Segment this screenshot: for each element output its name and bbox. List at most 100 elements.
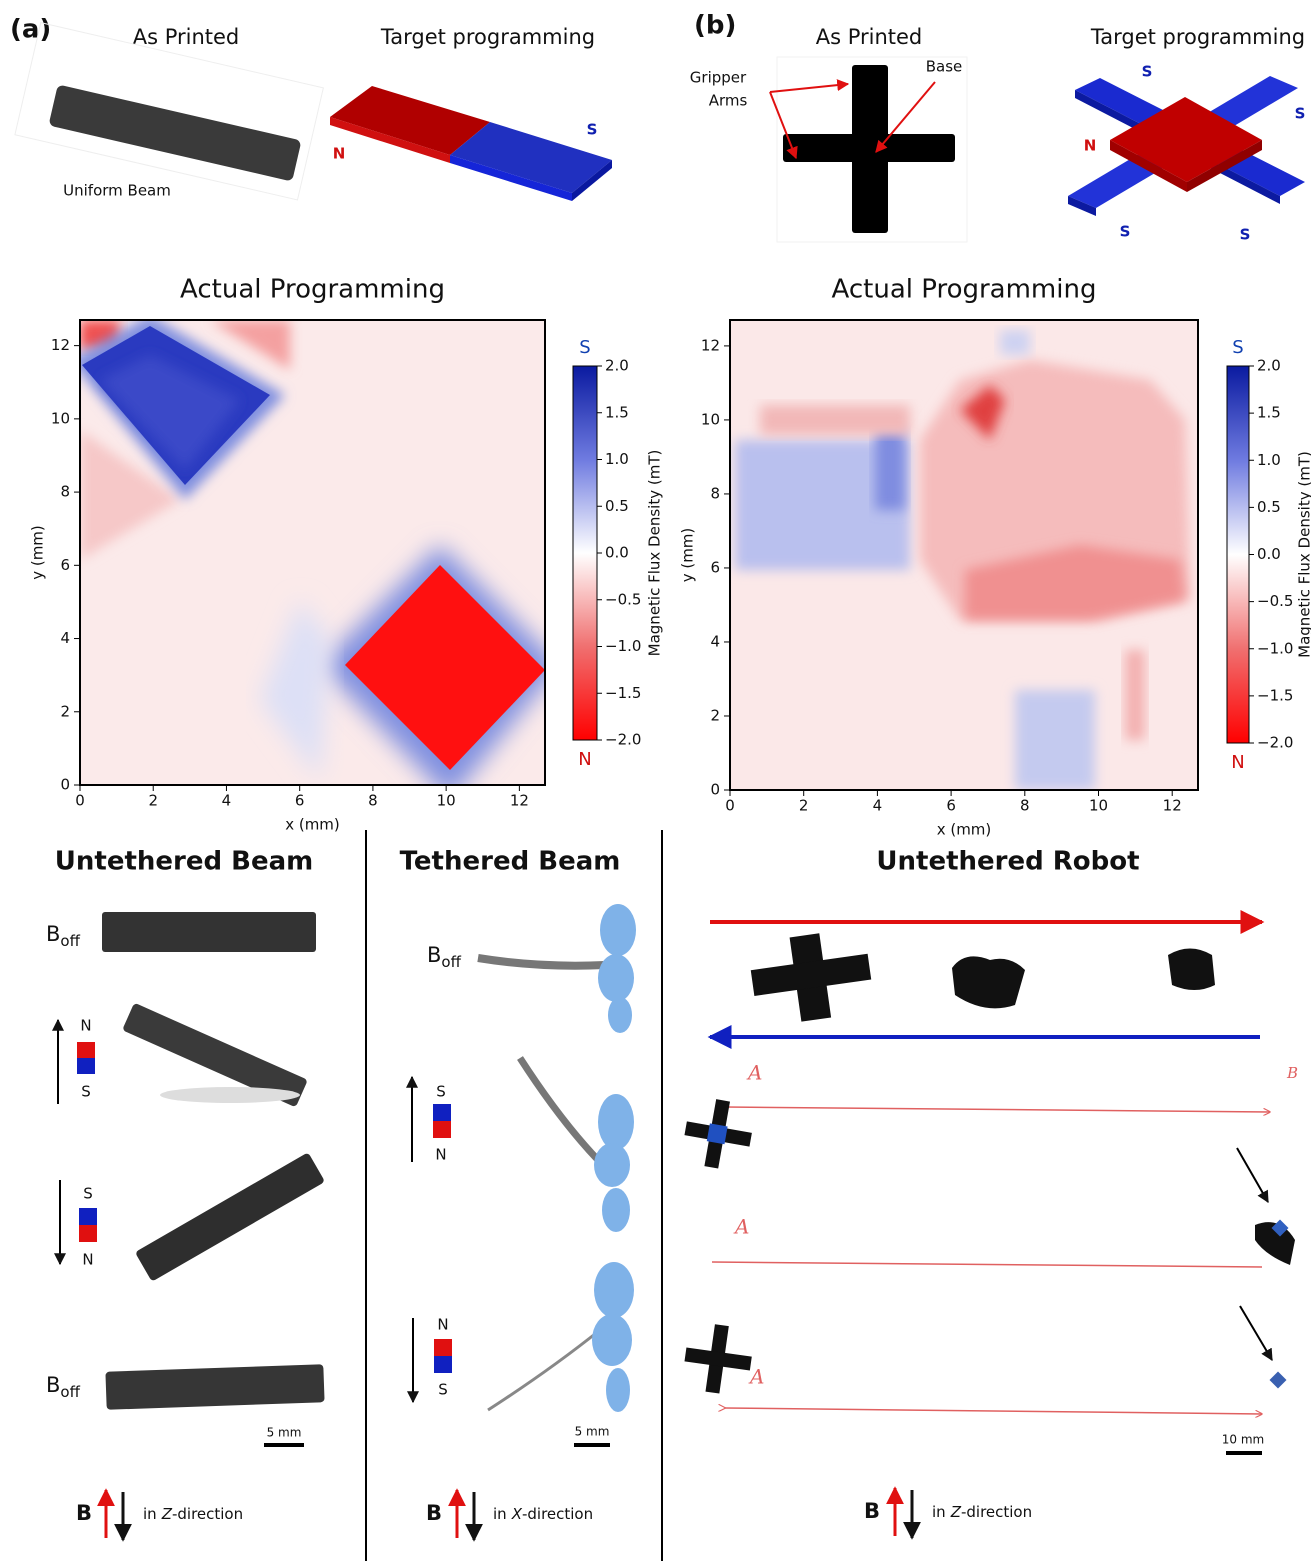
y-tick-label: 0	[60, 776, 70, 794]
field-symbol: B	[76, 1501, 92, 1525]
pole-label: N	[437, 1316, 448, 1334]
x-tick-label: 6	[295, 792, 305, 810]
y-tick-label: 2	[60, 702, 70, 720]
colorbar-tick-label: −2.0	[1257, 734, 1293, 752]
colorbar-tick-label: 2.0	[605, 357, 629, 375]
colorbar-tick-label: 0.5	[605, 497, 629, 515]
y-tick-label: 4	[60, 629, 70, 647]
y-tick-label: 4	[710, 632, 720, 650]
pole-label: S	[81, 1083, 91, 1101]
heatmap	[730, 320, 1198, 790]
y-tick-label: 12	[701, 336, 720, 354]
colorbar	[573, 366, 597, 740]
y-tick-label: 0	[710, 781, 720, 799]
colorbar-tick-label: −1.5	[1257, 686, 1293, 704]
field-off: Boff	[427, 943, 462, 971]
y-tick-label: 10	[51, 409, 70, 427]
y-tick-label: 8	[60, 483, 70, 501]
colorbar-pole: N	[1231, 752, 1244, 773]
x-tick-label: 10	[437, 792, 456, 810]
colorbar-pole: N	[578, 749, 591, 770]
x-tick-label: 2	[799, 797, 809, 815]
annotation: Base	[926, 58, 963, 76]
pole-label: S	[438, 1381, 448, 1399]
panel-label: (b)	[694, 11, 736, 41]
beam-photos	[412, 904, 636, 1445]
scale-label: 5 mm	[267, 1426, 302, 1440]
annotation: Gripper	[690, 69, 747, 87]
colorbar-tick-label: −0.5	[1257, 592, 1293, 610]
x-tick-label: 6	[946, 797, 956, 815]
colorbar-pole: S	[1232, 337, 1243, 358]
beam-photos	[58, 912, 325, 1445]
y-tick-label: 6	[710, 558, 720, 576]
colorbar-label: Magnetic Flux Density (mT)	[1296, 451, 1311, 658]
pole-label: N	[82, 1251, 93, 1269]
scale-label: 10 mm	[1222, 1433, 1264, 1447]
target-bar	[330, 86, 612, 201]
pole-label: S	[587, 121, 598, 139]
pole-label: N	[80, 1017, 91, 1035]
x-tick-label: 4	[873, 797, 883, 815]
colorbar-tick-label: 2.0	[1257, 357, 1281, 375]
x-tick-label: 4	[222, 792, 232, 810]
y-tick-label: 2	[710, 706, 720, 724]
pole-label: N	[1084, 137, 1097, 155]
y-tick-label: 12	[51, 336, 70, 354]
colorbar-tick-label: −1.0	[605, 637, 641, 655]
colorbar-tick-label: −1.0	[1257, 639, 1293, 657]
pole-label: N	[333, 145, 346, 163]
y-tick-label: 6	[60, 556, 70, 574]
pole-label: S	[1120, 223, 1131, 241]
field-off: Boff	[46, 1373, 81, 1401]
heading: As Printed	[816, 25, 923, 49]
beam-label: Uniform Beam	[63, 182, 171, 200]
x-axis-label: x (mm)	[285, 816, 340, 834]
colorbar-tick-label: 0.5	[1257, 498, 1281, 516]
field-symbol: B	[864, 1499, 880, 1523]
colorbar-tick-label: −2.0	[605, 731, 641, 749]
y-axis-label: y (mm)	[679, 528, 697, 583]
y-tick-label: 10	[701, 410, 720, 428]
printed-beam	[15, 23, 323, 200]
colorbar-tick-label: 1.0	[1257, 451, 1281, 469]
mark-label: A	[746, 1061, 762, 1085]
panel-label: (a)	[10, 15, 51, 45]
colorbar-tick-label: −1.5	[605, 684, 641, 702]
pole-label: S	[1142, 63, 1153, 81]
heading: Target programming	[380, 25, 595, 49]
x-tick-label: 10	[1089, 797, 1108, 815]
x-tick-label: 0	[725, 797, 735, 815]
map-title: Actual Programming	[180, 275, 445, 305]
colorbar-tick-label: −0.5	[605, 590, 641, 608]
section-title: Untethered Beam	[55, 847, 313, 877]
colorbar-pole: S	[579, 337, 590, 358]
colorbar-tick-label: 0.0	[605, 544, 629, 562]
x-tick-label: 12	[510, 792, 529, 810]
map-title: Actual Programming	[832, 275, 1097, 305]
annotation: Arms	[709, 92, 748, 110]
x-tick-label: 8	[368, 792, 378, 810]
pole-label: N	[435, 1146, 446, 1164]
x-tick-label: 8	[1020, 797, 1030, 815]
pole-label: S	[436, 1083, 446, 1101]
x-tick-label: 12	[1163, 797, 1182, 815]
colorbar-tick-label: 1.5	[1257, 404, 1281, 422]
colorbar-tick-label: 1.0	[605, 450, 629, 468]
y-tick-label: 8	[710, 484, 720, 502]
pole-label: S	[1240, 226, 1251, 244]
colorbar	[1227, 366, 1249, 743]
heading: As Printed	[133, 25, 240, 49]
printed-cross	[770, 57, 967, 242]
mark-label: A	[748, 1365, 764, 1389]
target-cross	[1068, 76, 1305, 216]
pole-label: S	[83, 1185, 93, 1203]
colorbar-tick-label: 0.0	[1257, 545, 1281, 563]
x-tick-label: 0	[75, 792, 85, 810]
section-title: Tethered Beam	[400, 847, 621, 877]
y-axis-label: y (mm)	[29, 525, 47, 580]
colorbar-tick-label: 1.5	[605, 403, 629, 421]
